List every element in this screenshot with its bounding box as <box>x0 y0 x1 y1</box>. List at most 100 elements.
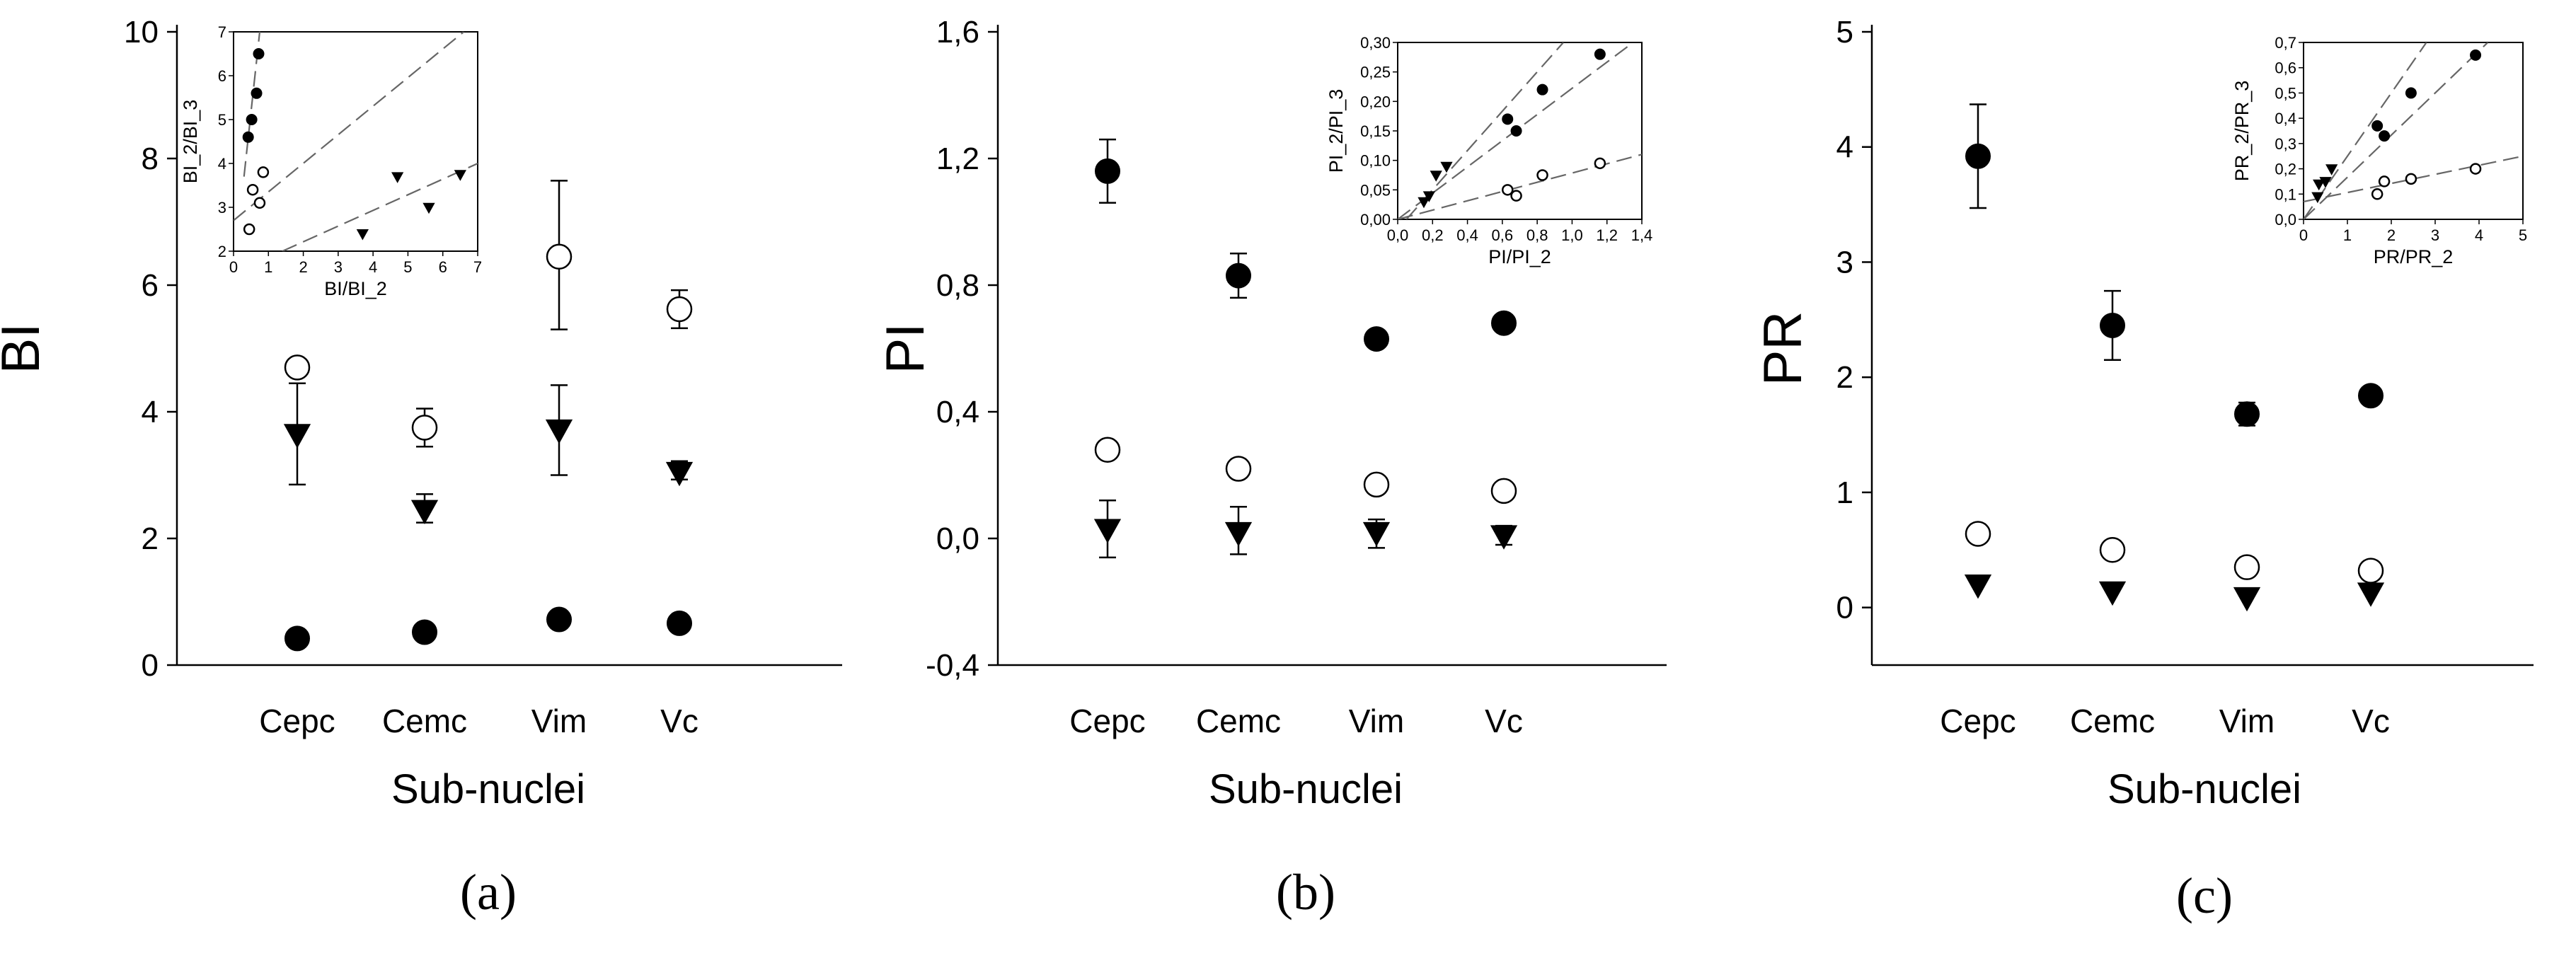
inset-y-tick-label: 0,1 <box>2275 185 2296 203</box>
inset-x-tick-label: 0 <box>229 258 238 276</box>
inset-x-tick-label: 0 <box>2299 226 2308 244</box>
y-tick-label: 4 <box>142 395 159 429</box>
inset-fit-line <box>2304 155 2523 203</box>
inset-point <box>2469 163 2482 175</box>
inset-x-tick-label: 0,0 <box>1387 226 1409 244</box>
x-tick-label: Cemc <box>1196 703 1281 739</box>
inset-point <box>2470 49 2482 61</box>
y-tick-label: 2 <box>142 521 159 556</box>
inset-y-tick-label: 0,0 <box>2275 211 2296 229</box>
inset-y-tick-label: 0,00 <box>1360 211 1391 229</box>
inset-y-tick-label: 7 <box>218 23 226 41</box>
inset-y-tick-label: 0,10 <box>1360 152 1391 170</box>
inset-y-tick-label: 0,30 <box>1360 34 1391 52</box>
inset-x-tick-label: 1 <box>264 258 272 276</box>
inset-point <box>253 48 265 59</box>
inset-y-tick-label: 4 <box>218 155 226 173</box>
data-point <box>1490 478 1517 504</box>
x-tick-label: Vim <box>2219 703 2275 739</box>
inset-point <box>2371 188 2384 200</box>
data-point <box>411 415 438 441</box>
inset-point <box>2379 130 2391 142</box>
inset-y-tick-label: 2 <box>218 243 226 260</box>
data-point <box>1964 574 1992 599</box>
inset-point <box>2311 192 2324 204</box>
y-tick-label: 1,6 <box>936 15 979 50</box>
inset-x-tick-label: 6 <box>439 258 447 276</box>
inset-point <box>1536 83 1548 96</box>
inset-frame <box>2303 42 2524 220</box>
data-point <box>545 419 573 444</box>
data-point <box>2357 558 2384 584</box>
inset-x-tick-label: 0,8 <box>1526 226 1548 244</box>
x-tick-label: Vc <box>2352 703 2390 739</box>
inset-y-tick-label: 0,5 <box>2275 84 2296 102</box>
data-point <box>1965 143 1991 169</box>
inset-point <box>422 202 435 214</box>
data-point <box>410 500 439 525</box>
inset-y-title: BI_2/BI_3 <box>180 100 201 184</box>
y-tick-label: 1,2 <box>936 142 979 176</box>
inset-point <box>2405 173 2417 185</box>
inset-point <box>243 223 255 236</box>
inset-plot: 0 1 2 3 4 5 6 7 2 3 4 5 6 7 BI/BI_2 BI_2/BI_3 <box>180 23 482 299</box>
data-point <box>667 610 692 636</box>
inset-y-tick-label: 0,3 <box>2275 135 2296 153</box>
panel-label: (c) <box>2176 867 2233 924</box>
inset-point <box>2325 164 2338 175</box>
x-tick-label: Cepc <box>1069 703 1145 739</box>
y-tick-label: 8 <box>142 142 159 176</box>
data-point <box>2233 554 2260 580</box>
inset-point <box>1430 171 1442 182</box>
inset-plot: 0 1 2 3 4 5 0,0 0,1 0,2 0,3 0,4 0,5 0,6 0,7 PR/PR_2 PR_… <box>2231 34 2527 267</box>
panel-label: (b) <box>1276 864 1335 921</box>
data-point <box>284 354 311 381</box>
inset-fit-line <box>282 162 478 251</box>
data-point <box>2357 582 2385 607</box>
inset-y-tick-label: 3 <box>218 199 226 217</box>
inset-point <box>1418 197 1430 209</box>
y-tick-label: 2 <box>1836 360 1853 395</box>
inset-y-tick-label: 0,20 <box>1360 93 1391 110</box>
data-point <box>1095 158 1120 184</box>
inset-fit-line <box>2304 42 2427 219</box>
inset-point <box>2378 175 2391 187</box>
data-point <box>1362 521 1391 547</box>
x-tick-label: Vc <box>1485 703 1523 739</box>
inset-fit-line <box>234 32 464 221</box>
x-axis-title: Sub-nuclei <box>1209 766 1403 812</box>
inset-point <box>2319 177 2332 188</box>
inset-point <box>246 114 258 125</box>
inset-point <box>242 131 254 143</box>
y-tick-label: 0 <box>1836 591 1853 625</box>
inset-x-tick-label: 1,4 <box>1631 226 1653 244</box>
data-point <box>1225 456 1252 482</box>
y-tick-label: 3 <box>1836 245 1853 279</box>
inset-y-tick-label: 0,25 <box>1360 64 1391 81</box>
inset-point <box>251 87 263 99</box>
inset-plot: 0,0 0,2 0,4 0,6 0,8 1,0 1,2 1,4 0,00 0,05 0,10 0,15… <box>1326 34 1652 267</box>
y-tick-label: 0,8 <box>936 268 979 303</box>
data-point <box>2098 581 2127 606</box>
inset-x-title: PR/PR_2 <box>2374 246 2454 267</box>
inset-point <box>1510 190 1522 202</box>
inset-x-tick-label: 0,4 <box>1456 226 1478 244</box>
inset-x-tick-label: 4 <box>2475 226 2483 244</box>
inset-point <box>1422 191 1435 202</box>
x-tick-label: Vim <box>531 703 587 739</box>
inset-x-tick-label: 1,0 <box>1561 226 1583 244</box>
y-axis-title: PI <box>875 323 936 374</box>
inset-fit-line <box>1405 42 1564 219</box>
y-tick-label: 0,0 <box>936 521 979 556</box>
data-point <box>1490 525 1518 550</box>
y-tick-label: 0,4 <box>936 395 979 429</box>
y-tick-label: 4 <box>1836 130 1853 165</box>
chart-panel-3: 0 1 2 3 4 5 Cepc Cemc Vim Vc PR Sub-nuclei (c) 0 1 2 3 4 5… <box>1753 15 2534 924</box>
inset-x-tick-label: 4 <box>369 258 377 276</box>
inset-x-tick-label: 3 <box>334 258 343 276</box>
inset-y-tick-label: 0,05 <box>1360 181 1391 199</box>
inset-point <box>2313 179 2325 191</box>
inset-y-tick-label: 0,7 <box>2275 34 2296 52</box>
panel-label: (a) <box>460 864 517 921</box>
y-axis-title: PR <box>1753 311 1813 386</box>
